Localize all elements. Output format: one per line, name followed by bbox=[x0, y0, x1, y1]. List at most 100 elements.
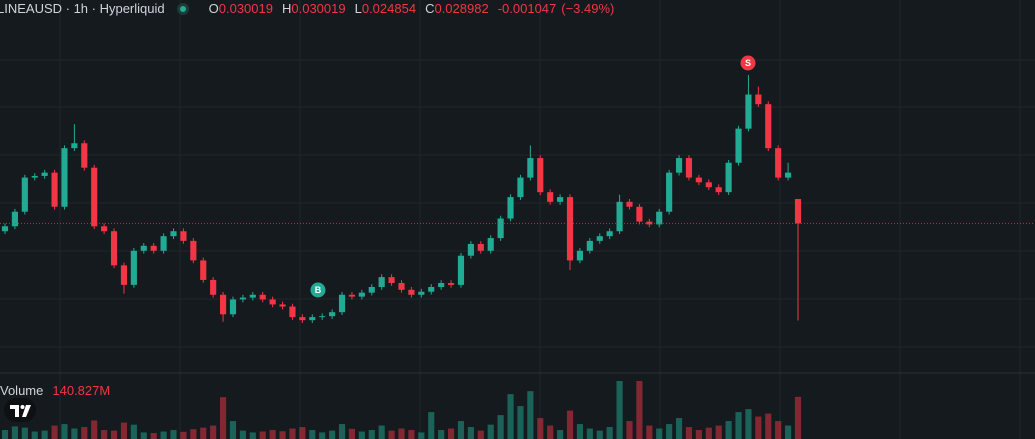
candle-body bbox=[170, 231, 177, 237]
candle-body bbox=[576, 250, 583, 261]
volume-bar bbox=[299, 427, 306, 439]
volume-bar bbox=[735, 412, 742, 439]
volume-bar bbox=[150, 433, 157, 439]
volume-bar bbox=[447, 428, 455, 439]
volume-bar bbox=[368, 430, 375, 439]
volume-bar bbox=[755, 416, 762, 439]
low-label: L bbox=[354, 1, 362, 16]
volume-bar bbox=[794, 396, 802, 439]
candle-body bbox=[457, 255, 465, 285]
sell-marker: S bbox=[740, 55, 756, 71]
volume-bar bbox=[1, 430, 9, 439]
volume-bar bbox=[527, 391, 534, 439]
close-label: C bbox=[425, 1, 435, 16]
candle-body bbox=[388, 277, 395, 283]
candle-body bbox=[765, 104, 772, 149]
volume-bar bbox=[329, 430, 336, 439]
volume-bar bbox=[606, 427, 613, 439]
candle-body bbox=[150, 245, 157, 251]
volume-bar bbox=[259, 431, 266, 439]
candle-body bbox=[775, 148, 782, 178]
volume-bar bbox=[636, 381, 643, 439]
candle-body bbox=[101, 226, 108, 232]
symbol-legend: LINEAUSD · 1h · Hyperliquid O 0.030019 H… bbox=[0, 0, 614, 17]
volume-bar bbox=[675, 418, 683, 439]
low-value: 0.024854 bbox=[361, 1, 417, 16]
candle-body bbox=[220, 294, 227, 315]
volume-bars bbox=[1, 381, 802, 439]
high-label: H bbox=[281, 1, 292, 16]
candle-body bbox=[299, 317, 306, 321]
open-label: O bbox=[208, 1, 219, 16]
candle-body bbox=[378, 277, 385, 287]
volume-bar bbox=[705, 427, 712, 439]
candle-body bbox=[794, 199, 802, 224]
status-dot[interactable] bbox=[176, 2, 189, 15]
candle-body bbox=[309, 317, 316, 321]
candle-body bbox=[566, 197, 574, 261]
candle-body bbox=[348, 294, 356, 297]
candle-body bbox=[785, 172, 792, 178]
candle-body bbox=[715, 187, 722, 193]
candle-body bbox=[110, 231, 118, 266]
volume-bar bbox=[547, 425, 554, 439]
candle-body bbox=[557, 197, 564, 202]
volume-bar bbox=[537, 418, 544, 439]
logo bbox=[4, 398, 36, 422]
candle-body bbox=[239, 297, 246, 300]
volume-bar bbox=[715, 425, 722, 439]
volume-bar bbox=[289, 428, 296, 439]
volume-bar bbox=[249, 432, 256, 439]
change-value: -0.001047 bbox=[497, 1, 557, 16]
volume-bar bbox=[666, 424, 673, 439]
candle-body bbox=[666, 172, 673, 212]
volume-bar bbox=[378, 425, 385, 439]
candle-body bbox=[646, 221, 653, 225]
logo-mark bbox=[20, 405, 25, 409]
candle-body bbox=[368, 287, 375, 293]
logo-badge bbox=[4, 398, 36, 422]
volume-bar bbox=[210, 425, 217, 439]
volume-title: Volume bbox=[0, 383, 44, 398]
candle-body bbox=[547, 192, 554, 202]
volume-bar bbox=[170, 430, 177, 439]
buy-marker-label: B bbox=[315, 285, 322, 295]
volume-bar bbox=[596, 430, 603, 439]
volume-bar bbox=[309, 430, 316, 439]
volume-bar bbox=[101, 430, 108, 439]
buy-marker: B bbox=[310, 282, 326, 298]
candle-body bbox=[725, 162, 732, 193]
volume-bar bbox=[656, 428, 663, 439]
volume-bar bbox=[269, 430, 276, 439]
candle-body bbox=[259, 294, 266, 300]
logo-mark bbox=[22, 405, 31, 417]
candle-body bbox=[210, 279, 217, 295]
candle-body bbox=[279, 304, 286, 307]
volume-bar bbox=[130, 424, 137, 439]
candle-body bbox=[51, 172, 58, 207]
candle-body bbox=[11, 211, 18, 227]
volume-bar bbox=[110, 430, 118, 439]
volume-bar bbox=[180, 431, 187, 439]
volume-bar bbox=[566, 410, 574, 439]
candle-body bbox=[200, 260, 207, 280]
candle-body bbox=[398, 283, 405, 290]
candle-body bbox=[735, 128, 742, 163]
candle-body bbox=[467, 243, 474, 256]
volume-bar bbox=[457, 421, 465, 439]
volume-bar bbox=[725, 421, 732, 439]
volume-bar bbox=[338, 424, 346, 439]
volume-bar bbox=[41, 430, 48, 439]
volume-bar bbox=[11, 426, 18, 439]
candle-body bbox=[487, 238, 494, 251]
candle-body bbox=[408, 289, 415, 295]
candle-body bbox=[91, 167, 98, 227]
candle-body bbox=[130, 250, 137, 285]
volume-bar bbox=[576, 424, 583, 439]
candle-body bbox=[180, 231, 187, 241]
volume-bar bbox=[616, 381, 623, 439]
candle-body bbox=[289, 306, 296, 318]
